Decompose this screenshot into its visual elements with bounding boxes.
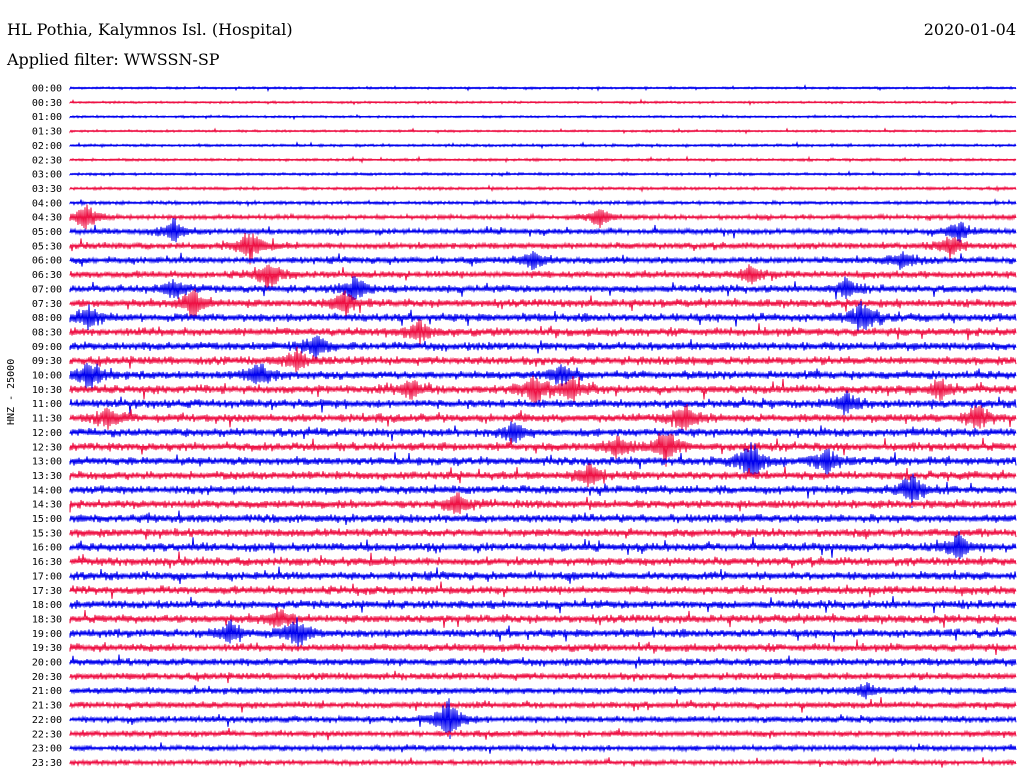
time-label-0930: 09:30 [32,356,62,367]
trace-row-1230 [69,433,1017,467]
time-label-1830: 18:30 [32,614,62,625]
time-label-2300: 23:00 [32,744,62,755]
time-label-2100: 21:00 [32,686,62,697]
time-label-0800: 08:00 [32,313,62,324]
time-label-1900: 19:00 [32,629,62,640]
trace-row-1530 [69,527,1017,540]
time-label-0500: 05:00 [32,227,62,238]
trace-row-0500 [69,217,1017,243]
time-label-0000: 00:00 [32,84,62,95]
time-label-0030: 00:30 [32,98,62,109]
time-label-0730: 07:30 [32,299,62,310]
time-label-1800: 18:00 [32,600,62,611]
time-label-0230: 02:30 [32,155,62,166]
trace-row-1400 [69,473,1017,508]
time-label-1200: 12:00 [32,428,62,439]
time-tick-labels: 00:00 00:30 01:00 01:30 02:00 02:30 03:00 03:30… [32,84,62,769]
time-label-0330: 03:30 [32,184,62,195]
time-label-0900: 09:00 [32,342,62,353]
time-label-2000: 20:00 [32,658,62,669]
trace-row-0930 [69,346,1017,373]
trace-row-2330 [69,757,1017,768]
trace-row-1130 [69,403,1017,431]
trace-row-2230 [69,728,1017,741]
time-label-1600: 16:00 [32,543,62,554]
time-label-0200: 02:00 [32,141,62,152]
time-label-0130: 01:30 [32,127,62,138]
filter-label: Applied filter: WWSSN-SP [7,50,220,69]
time-label-0430: 04:30 [32,213,62,224]
trace-row-1430 [69,492,1017,515]
time-label-1000: 10:00 [32,371,62,382]
time-label-0630: 06:30 [32,270,62,281]
time-label-2130: 21:30 [32,701,62,712]
time-label-1300: 13:00 [32,457,62,468]
time-label-0300: 03:00 [32,170,62,181]
time-label-1700: 17:00 [32,571,62,582]
time-label-2200: 22:00 [32,715,62,726]
time-label-0530: 05:30 [32,241,62,252]
trace-row-2130 [69,697,1017,713]
trace-row-1830 [69,607,1017,628]
trace-row-1100 [69,390,1017,416]
time-label-1030: 10:30 [32,385,62,396]
time-label-1400: 14:00 [32,485,62,496]
trace-row-1330 [69,463,1017,488]
record-date: 2020-01-04 [923,20,1016,39]
time-label-2330: 23:30 [32,758,62,769]
time-label-2230: 22:30 [32,729,62,740]
time-label-1530: 15:30 [32,528,62,539]
time-label-1130: 11:30 [32,414,62,425]
time-label-1330: 13:30 [32,471,62,482]
time-label-0830: 08:30 [32,327,62,338]
time-label-2030: 20:30 [32,672,62,683]
time-label-0600: 06:00 [32,256,62,267]
time-label-0700: 07:00 [32,284,62,295]
trace-row-0900 [69,335,1017,360]
time-label-1930: 19:30 [32,643,62,654]
time-label-0400: 04:00 [32,198,62,209]
trace-row-1630 [69,551,1017,569]
time-label-1500: 15:00 [32,514,62,525]
station-title: HL Pothia, Kalymnos Isl. (Hospital) [7,20,293,39]
time-label-1430: 14:30 [32,500,62,511]
trace-row-0600 [69,250,1017,271]
time-label-0100: 01:00 [32,112,62,123]
time-label-1630: 16:30 [32,557,62,568]
seismogram-traces [69,84,1017,768]
time-label-1230: 12:30 [32,442,62,453]
trace-row-1500 [69,510,1017,526]
time-label-1100: 11:00 [32,399,62,410]
time-label-1730: 17:30 [32,586,62,597]
